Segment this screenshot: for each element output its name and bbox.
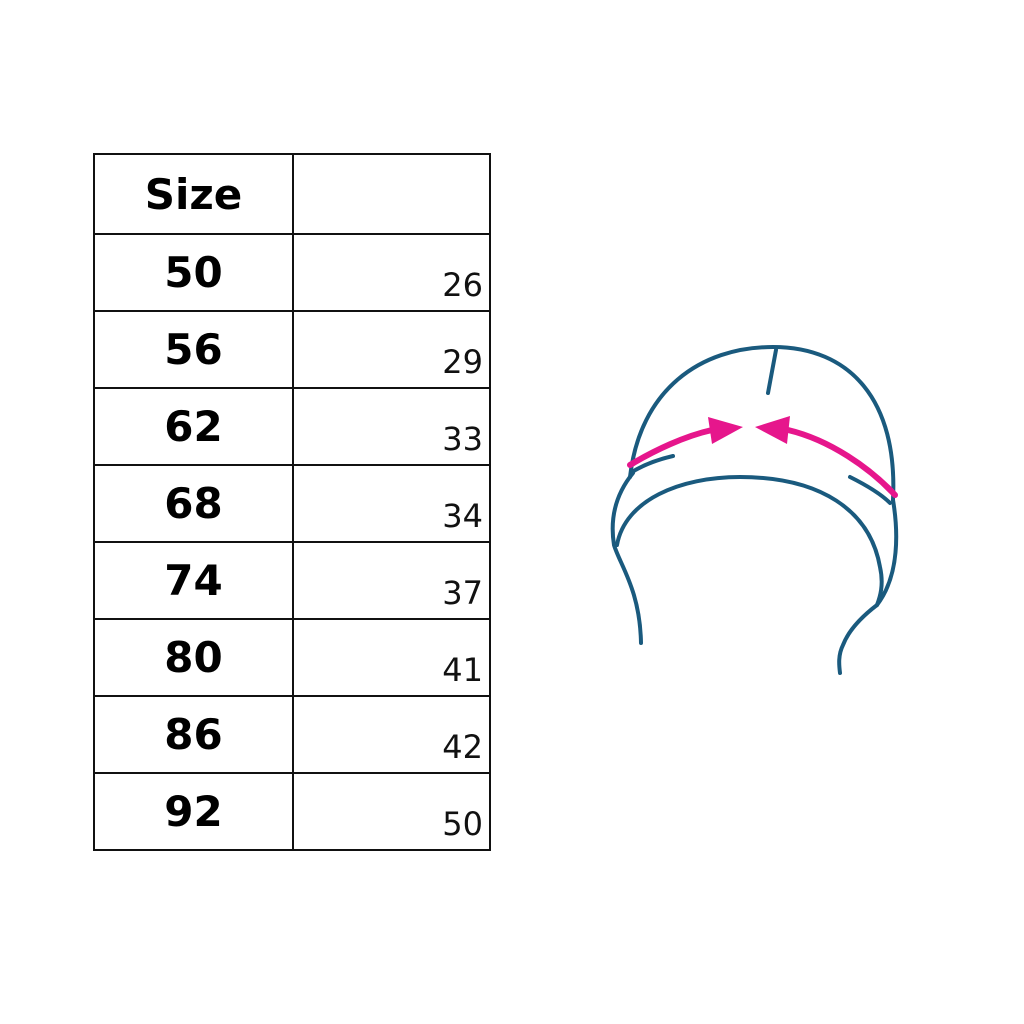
hat-seam [766, 348, 778, 395]
header-size: Size [93, 153, 294, 235]
table-row: 74 37 [93, 541, 491, 620]
arrow-left-shaft [627, 427, 715, 468]
hat-fold-left [630, 454, 675, 474]
table-row: 80 41 [93, 618, 491, 697]
value-cell: 37 [292, 541, 491, 620]
hat-fold-right [848, 475, 892, 505]
value-cell: 34 [292, 464, 491, 543]
table-row: 86 42 [93, 695, 491, 774]
table-header-row: Size [93, 153, 491, 235]
hat-band-right [837, 498, 899, 675]
size-cell: 92 [93, 772, 294, 851]
header-measure [292, 153, 491, 235]
table-row: 62 33 [93, 387, 491, 466]
value-cell: 41 [292, 618, 491, 697]
size-cell: 56 [93, 310, 294, 389]
value-cell: 33 [292, 387, 491, 466]
table-row: 50 26 [93, 233, 491, 312]
hat-band-inner [615, 474, 884, 607]
size-cell: 74 [93, 541, 294, 620]
table-row: 56 29 [93, 310, 491, 389]
size-table: Size 50 26 56 29 62 33 68 34 74 37 80 41 86 42 … [93, 153, 491, 851]
size-cell: 86 [93, 695, 294, 774]
hat-band-left [610, 471, 643, 645]
value-cell: 50 [292, 772, 491, 851]
table-row: 92 50 [93, 772, 491, 851]
value-cell: 26 [292, 233, 491, 312]
measure-arrows [627, 416, 898, 498]
arrow-right-shaft [785, 427, 898, 498]
size-cell: 50 [93, 233, 294, 312]
size-cell: 68 [93, 464, 294, 543]
value-cell: 42 [292, 695, 491, 774]
size-cell: 80 [93, 618, 294, 697]
arrow-left-head [708, 417, 743, 444]
size-cell: 62 [93, 387, 294, 466]
arrow-right-head [755, 416, 790, 444]
value-cell: 29 [292, 310, 491, 389]
table-row: 68 34 [93, 464, 491, 543]
hat-outline [610, 344, 899, 675]
hat-dome [628, 344, 896, 502]
